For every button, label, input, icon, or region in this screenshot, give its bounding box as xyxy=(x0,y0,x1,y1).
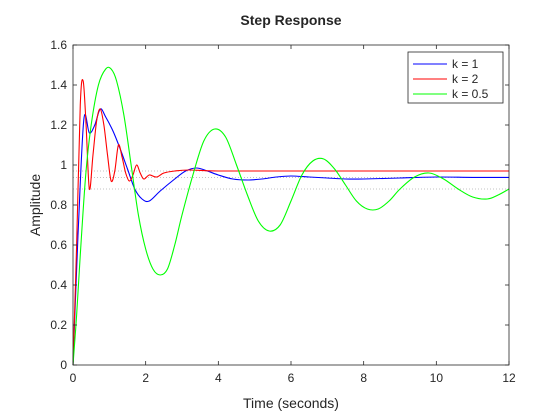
y-axis-ticks: 0 0.2 0.4 0.6 0.8 1 1.2 1.4 1.6 xyxy=(50,38,509,372)
y-tick-label: 0.6 xyxy=(50,238,67,252)
y-tick-label: 0.2 xyxy=(50,318,67,332)
y-tick-label: 1 xyxy=(60,158,67,172)
x-tick-label: 2 xyxy=(142,371,149,385)
legend-label: k = 0.5 xyxy=(452,87,489,101)
y-axis-label: Amplitude xyxy=(27,174,43,236)
chart-title: Step Response xyxy=(240,12,341,28)
y-tick-label: 0 xyxy=(60,358,67,372)
y-tick-label: 0.8 xyxy=(50,198,67,212)
series-line-3[interactable] xyxy=(72,66,510,366)
legend-label: k = 2 xyxy=(452,72,479,86)
y-tick-label: 1.4 xyxy=(50,78,67,92)
series-line-1[interactable] xyxy=(72,108,510,366)
legend-items: k = 1k = 2k = 0.5 xyxy=(413,57,489,101)
x-tick-label: 12 xyxy=(502,371,516,385)
legend-label: k = 1 xyxy=(452,57,479,71)
legend[interactable]: k = 1k = 2k = 0.5 xyxy=(407,51,504,104)
x-tick-label: 10 xyxy=(430,371,444,385)
x-tick-label: 8 xyxy=(360,371,367,385)
series-layer xyxy=(72,66,510,366)
x-tick-label: 0 xyxy=(70,371,77,385)
x-axis-ticks: 0 2 4 6 8 10 12 xyxy=(70,45,516,385)
series-line-2[interactable] xyxy=(72,78,509,366)
x-tick-label: 6 xyxy=(288,371,295,385)
y-tick-label: 0.4 xyxy=(50,278,67,292)
x-tick-label: 4 xyxy=(215,371,222,385)
y-tick-label: 1.6 xyxy=(50,38,67,52)
y-tick-label: 1.2 xyxy=(50,118,67,132)
x-axis-label: Time (seconds) xyxy=(243,395,339,411)
